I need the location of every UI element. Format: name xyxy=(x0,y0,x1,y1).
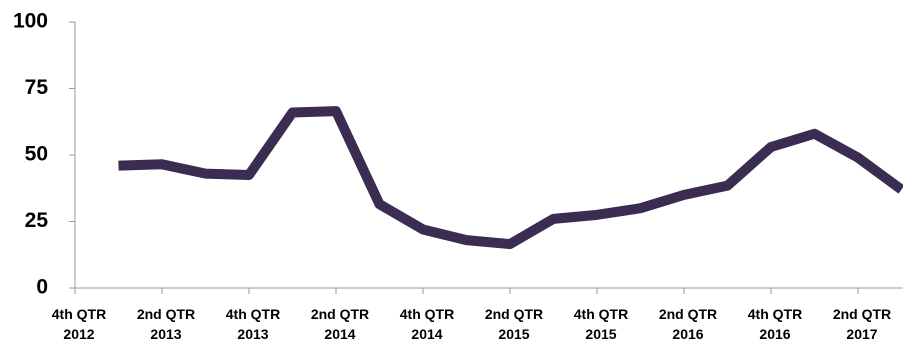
x-tick-label: 4th QTR 2013 xyxy=(225,306,281,342)
y-tick-label: 50 xyxy=(25,143,48,166)
y-tick-label: 100 xyxy=(13,10,48,33)
data-line xyxy=(118,106,903,250)
y-tick-label: 25 xyxy=(25,209,49,232)
x-tick-label: 4th QTR 2012 xyxy=(51,306,107,342)
y-tick-label: 75 xyxy=(25,76,49,99)
x-tick-label: 2nd QTR 2016 xyxy=(658,306,718,342)
x-tick-label: 4th QTR 2016 xyxy=(747,306,803,342)
x-tick-label: 2nd QTR 2017 xyxy=(832,306,892,342)
x-tick-label: 2nd QTR 2015 xyxy=(484,306,544,342)
x-tick-label: 2nd QTR 2014 xyxy=(310,306,370,342)
y-tick-label: 0 xyxy=(36,276,48,299)
x-tick-label: 4th QTR 2014 xyxy=(399,306,455,342)
x-tick-label: 2nd QTR 2013 xyxy=(136,306,196,342)
x-tick-label: 4th QTR 2015 xyxy=(573,306,629,342)
